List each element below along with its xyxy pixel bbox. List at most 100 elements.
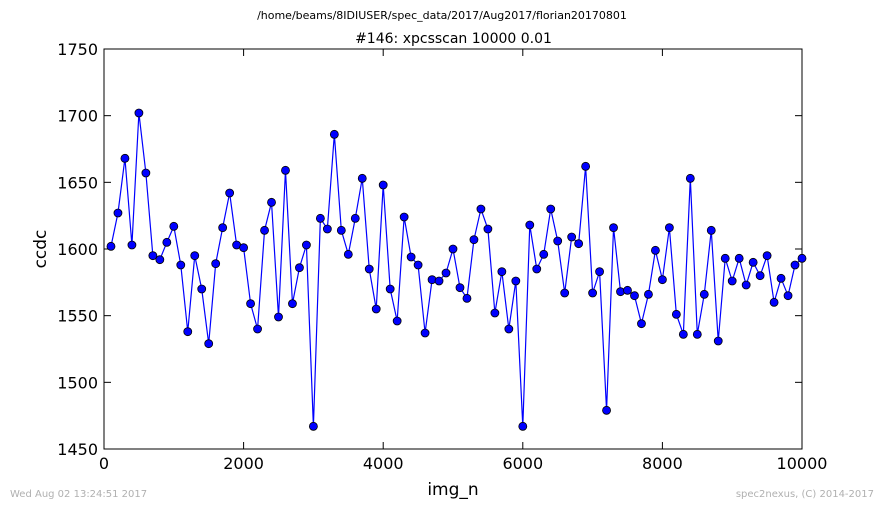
- data-point: [315, 213, 325, 223]
- data-point: [155, 255, 165, 265]
- y-tick-label: 1550: [57, 307, 98, 326]
- data-point: [204, 339, 214, 349]
- data-point: [553, 236, 563, 246]
- data-point: [197, 284, 207, 294]
- data-point: [211, 259, 221, 269]
- data-point: [148, 251, 158, 261]
- y-tick-label: 1600: [57, 240, 98, 259]
- data-point: [741, 280, 751, 290]
- data-point: [623, 285, 632, 295]
- data-point: [308, 421, 318, 431]
- data-point: [162, 237, 172, 247]
- data-point: [783, 291, 793, 301]
- data-point: [134, 108, 144, 118]
- data-point: [497, 267, 507, 277]
- data-point: [106, 241, 116, 251]
- data-point: [476, 204, 486, 214]
- series-line: [110, 112, 803, 427]
- data-point: [281, 165, 290, 175]
- data-point: [574, 239, 584, 249]
- data-point: [336, 225, 346, 235]
- data-point: [288, 299, 297, 309]
- data-point: [727, 276, 737, 286]
- software-credit: spec2nexus, (C) 2014-2017: [736, 489, 874, 500]
- data-point: [448, 244, 458, 254]
- y-tick-label: 1750: [57, 40, 98, 59]
- data-point: [385, 284, 395, 294]
- data-point: [169, 221, 179, 231]
- data-series: [106, 108, 807, 431]
- data-point: [567, 232, 577, 242]
- data-point: [343, 249, 353, 259]
- y-axis-label: ccdc: [31, 230, 51, 269]
- x-tick-label: 10000: [777, 454, 828, 473]
- data-point: [392, 316, 402, 326]
- data-point: [176, 260, 186, 270]
- render-timestamp: Wed Aug 02 13:24:51 2017: [10, 489, 147, 500]
- data-point: [329, 129, 339, 139]
- x-tick-label: 4000: [363, 454, 404, 473]
- data-point: [364, 264, 374, 274]
- data-point: [734, 253, 744, 263]
- data-point: [776, 273, 786, 283]
- data-point: [699, 289, 709, 299]
- data-point: [595, 267, 604, 277]
- data-point: [602, 405, 611, 415]
- data-point: [420, 328, 430, 338]
- y-tick-label: 1650: [57, 173, 98, 192]
- data-point: [267, 197, 276, 207]
- data-point: [511, 276, 521, 286]
- data-point: [246, 299, 255, 309]
- data-point: [225, 188, 235, 198]
- y-tick-label: 1450: [57, 440, 98, 459]
- data-point: [350, 213, 360, 223]
- data-point: [755, 271, 765, 281]
- data-point: [455, 283, 465, 293]
- data-point: [260, 225, 269, 235]
- data-point: [658, 275, 667, 285]
- data-point: [413, 260, 423, 270]
- x-tick-label: 2000: [223, 454, 264, 473]
- data-point: [357, 173, 367, 183]
- data-point: [588, 288, 597, 298]
- data-point: [239, 243, 249, 253]
- x-axis-label: img_n: [427, 480, 478, 500]
- data-point: [525, 220, 535, 230]
- y-tick-label: 1700: [57, 107, 98, 126]
- file-path-title: /home/beams/8IDIUSER/spec_data/2017/Aug2…: [257, 9, 627, 22]
- data-point: [644, 289, 653, 299]
- data-point: [713, 336, 723, 346]
- x-tick-label: 6000: [502, 454, 543, 473]
- data-point: [399, 212, 409, 222]
- data-point: [378, 180, 388, 190]
- data-point: [685, 173, 695, 183]
- data-point: [406, 252, 416, 262]
- data-point: [706, 225, 716, 235]
- data-point: [253, 324, 262, 334]
- data-point: [441, 268, 451, 278]
- data-point: [434, 276, 444, 286]
- data-point: [120, 153, 130, 163]
- data-point: [274, 312, 283, 322]
- data-point: [295, 263, 304, 273]
- data-point: [637, 319, 646, 329]
- data-point: [790, 260, 800, 270]
- data-point: [183, 327, 193, 337]
- data-point: [720, 253, 730, 263]
- data-point: [671, 309, 681, 319]
- data-point: [322, 224, 332, 234]
- data-point: [141, 168, 151, 178]
- data-point: [651, 245, 660, 255]
- y-tick-label: 1500: [57, 373, 98, 392]
- data-point: [504, 324, 514, 334]
- x-tick-label: 8000: [642, 454, 683, 473]
- data-point: [190, 251, 200, 261]
- data-point: [762, 251, 772, 261]
- data-point: [127, 240, 137, 250]
- data-point: [581, 161, 591, 171]
- data-point: [218, 223, 228, 233]
- data-point: [469, 235, 479, 245]
- data-point: [678, 329, 688, 339]
- data-point: [532, 264, 542, 274]
